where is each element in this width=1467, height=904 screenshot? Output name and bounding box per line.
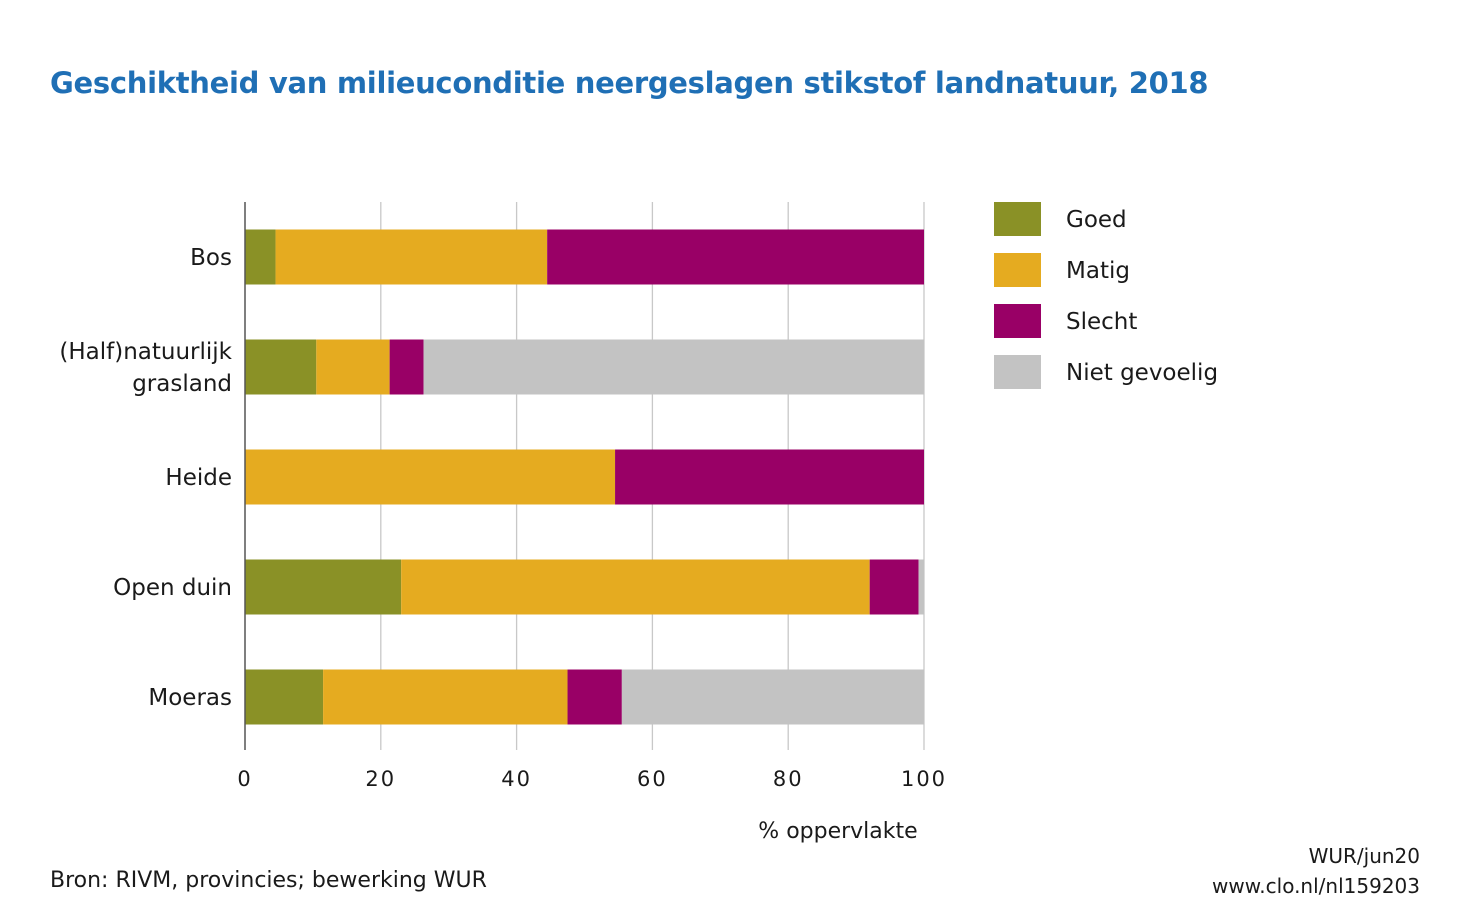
x-tick-label: 100: [901, 767, 947, 791]
category-label: grasland: [132, 371, 232, 397]
bar-segment: [245, 559, 402, 615]
chart-title: Geschiktheid van milieuconditie neergesl…: [50, 66, 1209, 100]
x-tick-label: 80: [773, 767, 804, 791]
axes: 0 20 40 60 80 100 Bos (Half)natuurlijk grasland H…: [59, 202, 947, 791]
bar-segment: [245, 339, 317, 395]
credit-block: WUR/jun20 www.clo.nl/nl159203: [1212, 841, 1420, 901]
bar-segment: [567, 669, 622, 725]
legend-label: Slecht: [1066, 309, 1137, 335]
bar-segment: [275, 229, 548, 285]
source-note: Bron: RIVM, provincies; bewerking WUR: [50, 868, 487, 893]
bar-segment: [323, 669, 568, 725]
bar-segment: [389, 339, 424, 395]
legend: Goed Matig Slecht Niet gevoelig: [994, 202, 1218, 389]
x-tick-label: 60: [637, 767, 668, 791]
category-label: Heide: [165, 465, 232, 491]
legend-swatch: [994, 253, 1041, 287]
bar-segment: [869, 559, 919, 615]
bars: [245, 229, 924, 725]
bar-segment: [245, 449, 616, 505]
bar-segment: [245, 229, 276, 285]
bar-segment: [621, 669, 924, 725]
x-axis-label: % oppervlakte: [758, 819, 917, 844]
legend-swatch: [994, 304, 1041, 338]
category-label: Moeras: [148, 685, 232, 711]
bar-segment: [547, 229, 924, 285]
legend-label: Matig: [1066, 258, 1130, 284]
bar-segment: [245, 669, 324, 725]
category-label: Open duin: [113, 575, 232, 601]
legend-label: Goed: [1066, 207, 1127, 233]
x-tick-label: 0: [237, 767, 252, 791]
bar-segment: [401, 559, 870, 615]
category-label: Bos: [190, 245, 232, 271]
legend-swatch: [994, 355, 1041, 389]
bar-segment: [316, 339, 390, 395]
bar-segment: [615, 449, 924, 505]
bar-segment: [918, 559, 924, 615]
legend-label: Niet gevoelig: [1066, 360, 1218, 386]
x-tick-label: 40: [501, 767, 532, 791]
credit-url: www.clo.nl/nl159203: [1212, 874, 1420, 898]
x-tick-label: 20: [365, 767, 396, 791]
category-label: (Half)natuurlijk: [59, 339, 232, 365]
legend-swatch: [994, 202, 1041, 236]
bar-segment: [423, 339, 924, 395]
credit-text: WUR/jun20: [1308, 844, 1420, 868]
